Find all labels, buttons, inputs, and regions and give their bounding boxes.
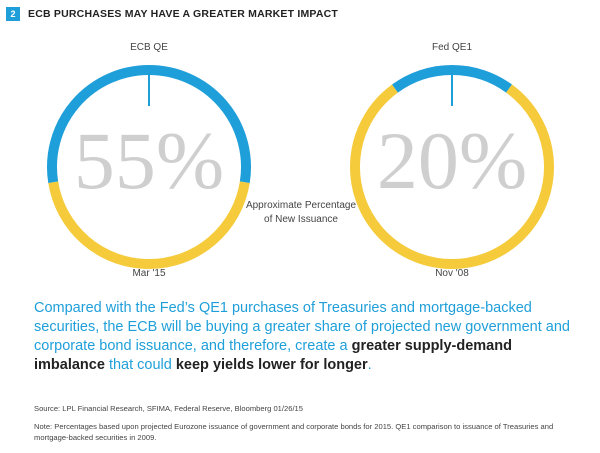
donut-charts: ECB QE 55% Mar '15 Fed QE1 20% Nov '08 A… [47,42,554,279]
summary-part3: . [367,357,372,373]
summary-part1: Compared with the Fed’s QE1 purchases of… [34,300,570,354]
summary-text: Compared with the Fed’s QE1 purchases of… [34,299,574,375]
summary-part2: that could [104,357,176,373]
summary-bold2: keep yields lower for longer [175,357,368,373]
date-label-fed-qe1: Nov '08 [435,268,469,279]
summary-bold1: greater supply-demand imbalance [34,338,512,373]
donut-ecb-qe-yellow-slice [48,181,250,270]
figure-title: ECB PURCHASES MAY HAVE A GREATER MARKET … [28,8,339,20]
value-label-ecb-qe: 55% [74,115,224,206]
center-note-line2: of New Issuance [264,214,338,225]
note-text: Note: Percentages based upon projected E… [34,422,554,442]
center-note-line1: Approximate Percentage [246,200,357,211]
source-line: Source: LPL Financial Research, SFIMA, F… [34,404,304,413]
donut-fed-qe1-yellow-slice [350,84,554,269]
figure-header: 2 ECB PURCHASES MAY HAVE A GREATER MARKE… [6,7,338,21]
value-label-fed-qe1: 20% [377,115,527,206]
chart-title-fed-qe1: Fed QE1 [432,42,472,53]
date-label-ecb-qe: Mar '15 [132,268,165,279]
chart-title-ecb-qe: ECB QE [130,42,168,53]
figure-number-badge: 2 [6,7,20,21]
